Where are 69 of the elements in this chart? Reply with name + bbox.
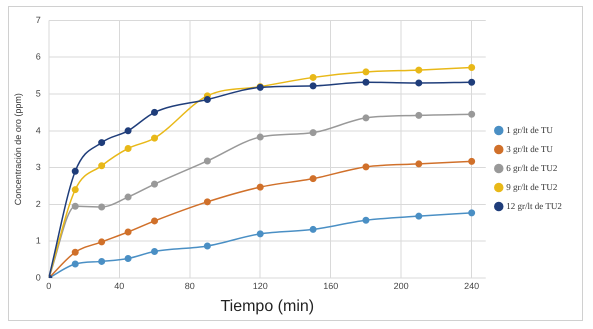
x-tick-label: 120 (252, 280, 268, 291)
point (468, 110, 476, 118)
point (98, 258, 106, 265)
point (310, 129, 317, 136)
point (72, 260, 79, 268)
point (310, 82, 317, 90)
legend-label: 9 gr/lt de TU2 (506, 182, 558, 192)
point (415, 66, 422, 74)
legend-label: 12 gr/lt de TU2 (506, 200, 562, 211)
point (362, 78, 370, 86)
x-tick-label: 40 (114, 280, 124, 291)
point (98, 238, 106, 246)
point (98, 139, 106, 146)
y-tick-label: 1 (36, 236, 41, 246)
point (204, 157, 211, 164)
point (151, 217, 158, 224)
point (204, 198, 211, 206)
y-tick-label: 0 (36, 272, 41, 282)
point (468, 78, 476, 86)
y-tick-label: 7 (36, 14, 41, 25)
point (362, 68, 370, 76)
legend-label: 6 gr/lt de TU2 (506, 162, 558, 173)
y-tick-label: 4 (36, 125, 41, 136)
point (468, 158, 476, 165)
point (151, 180, 158, 188)
x-axis-title: Tiempo (min) (220, 298, 314, 315)
x-tick-label: 160 (323, 280, 338, 291)
x-tick-label: 0 (46, 280, 52, 291)
point (72, 202, 79, 210)
point (415, 212, 422, 220)
point (362, 114, 370, 122)
point (310, 226, 317, 233)
point (72, 248, 79, 256)
point (310, 175, 317, 182)
point (124, 144, 132, 152)
point (151, 108, 158, 116)
point (98, 203, 106, 210)
point (415, 79, 422, 86)
point (256, 134, 264, 141)
point (310, 74, 317, 81)
x-tick-label: 240 (464, 280, 480, 291)
x-tick-label: 80 (184, 280, 195, 291)
point (256, 230, 264, 238)
legend-label: 1 gr/lt de TU (506, 124, 554, 135)
point (468, 209, 476, 216)
point (256, 184, 264, 191)
legend-label: 3 gr/lt de TU (506, 144, 554, 154)
point (98, 162, 106, 170)
y-tick-label: 5 (36, 88, 41, 98)
y-axis-title: Concentración de oro (ppm) (12, 93, 23, 206)
point (415, 160, 422, 168)
point (72, 168, 79, 175)
point (468, 64, 476, 72)
point (204, 96, 211, 104)
y-tick-label: 2 (36, 198, 41, 209)
point (204, 242, 211, 250)
x-tick-label: 200 (394, 280, 409, 291)
point (124, 228, 132, 236)
point (362, 216, 370, 224)
point (124, 194, 132, 201)
y-tick-label: 6 (36, 52, 41, 62)
point (151, 134, 158, 142)
point (124, 127, 132, 134)
point (151, 248, 158, 256)
point (362, 163, 370, 170)
point (72, 186, 79, 194)
y-tick-label: 3 (36, 162, 41, 172)
point (124, 254, 132, 262)
point (415, 112, 422, 119)
